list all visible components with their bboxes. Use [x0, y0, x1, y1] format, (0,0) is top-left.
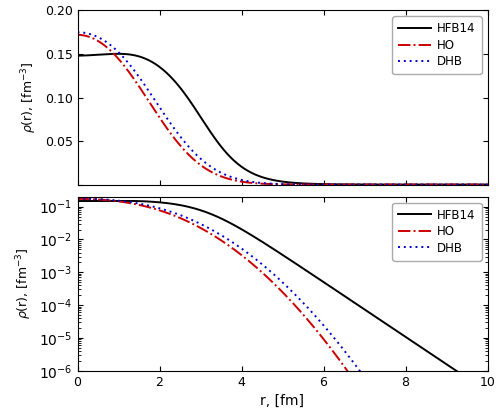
HFB14 — [122, 198, 128, 203]
HFB14 — [74, 53, 80, 58]
Line: DHB: DHB — [78, 199, 488, 419]
DHB — [232, 241, 237, 246]
Line: DHB: DHB — [78, 32, 488, 184]
DHB — [146, 88, 152, 93]
DHB — [232, 176, 237, 181]
Line: HFB14: HFB14 — [78, 201, 488, 392]
HFB14 — [250, 233, 256, 238]
HO — [484, 182, 490, 187]
HFB14 — [484, 389, 490, 394]
HO — [146, 204, 152, 210]
Line: HFB14: HFB14 — [78, 54, 488, 184]
Y-axis label: $\rho$(r), [fm$^{-3}$]: $\rho$(r), [fm$^{-3}$] — [14, 248, 34, 319]
DHB — [122, 199, 128, 204]
HFB14 — [432, 354, 438, 360]
HFB14 — [476, 384, 482, 389]
DHB — [484, 182, 490, 187]
HFB14 — [484, 182, 490, 187]
HFB14 — [146, 199, 152, 204]
DHB — [432, 182, 438, 187]
HO — [250, 181, 256, 186]
Legend: HFB14, HO, DHB: HFB14, HO, DHB — [392, 16, 482, 74]
HFB14 — [232, 159, 238, 164]
DHB — [146, 203, 152, 208]
HO — [476, 182, 482, 187]
DHB — [474, 182, 480, 187]
HO — [122, 200, 128, 205]
Legend: HFB14, HO, DHB: HFB14, HO, DHB — [392, 203, 482, 261]
DHB — [476, 182, 482, 187]
HO — [250, 261, 256, 266]
HO — [74, 32, 80, 37]
HFB14 — [146, 58, 152, 63]
DHB — [250, 254, 256, 259]
HO — [432, 182, 438, 187]
HFB14 — [115, 198, 121, 203]
HO — [146, 98, 152, 103]
X-axis label: r, [fm]: r, [fm] — [260, 394, 304, 408]
DHB — [74, 30, 80, 35]
Line: HO: HO — [78, 199, 488, 419]
HO — [232, 178, 237, 183]
HO — [232, 247, 237, 252]
Line: HO: HO — [78, 35, 488, 184]
HFB14 — [432, 182, 438, 187]
HFB14 — [250, 171, 256, 176]
DHB — [122, 56, 128, 61]
DHB — [74, 196, 80, 201]
HFB14 — [122, 52, 128, 57]
HFB14 — [115, 51, 121, 56]
HFB14 — [74, 199, 80, 204]
Y-axis label: $\rho$(r), [fm$^{-3}$]: $\rho$(r), [fm$^{-3}$] — [20, 62, 39, 133]
HO — [458, 182, 464, 187]
HO — [122, 63, 128, 68]
HFB14 — [232, 223, 238, 228]
HO — [74, 197, 80, 202]
DHB — [250, 179, 256, 184]
HFB14 — [476, 182, 482, 187]
